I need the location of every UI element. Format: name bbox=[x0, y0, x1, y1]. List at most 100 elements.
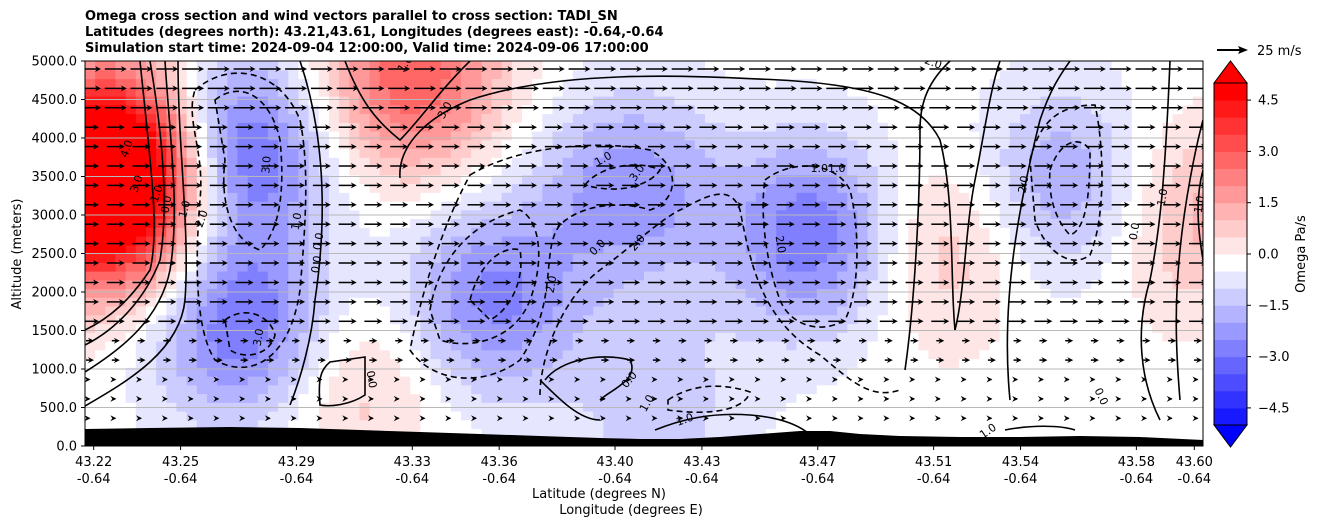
omega-cell bbox=[430, 87, 442, 97]
omega-cell bbox=[623, 104, 635, 115]
omega-cell bbox=[918, 69, 930, 80]
omega-cell bbox=[877, 323, 889, 333]
omega-cell bbox=[1182, 104, 1194, 115]
omega-cell bbox=[816, 209, 828, 220]
omega-cell bbox=[176, 78, 188, 88]
omega-cell bbox=[1020, 209, 1031, 220]
omega-cell bbox=[1050, 244, 1062, 255]
omega-cell bbox=[1131, 139, 1143, 150]
wind-vector-head bbox=[95, 104, 101, 111]
omega-cell bbox=[1152, 166, 1163, 176]
omega-cell bbox=[969, 78, 980, 88]
omega-cell bbox=[359, 139, 371, 150]
omega-cell bbox=[217, 166, 228, 176]
omega-cell bbox=[511, 174, 523, 185]
wind-vector-head bbox=[85, 396, 91, 402]
omega-cell bbox=[603, 323, 615, 333]
omega-cell bbox=[613, 122, 625, 132]
omega-cell bbox=[715, 183, 726, 193]
omega-cell bbox=[389, 271, 401, 281]
contour-line-negative bbox=[191, 72, 307, 369]
omega-cell bbox=[918, 332, 930, 342]
omega-cell bbox=[654, 323, 665, 333]
omega-cell bbox=[969, 271, 980, 281]
omega-cell bbox=[359, 69, 371, 80]
omega-cell bbox=[85, 341, 96, 351]
omega-cell bbox=[430, 78, 442, 88]
omega-cell bbox=[369, 236, 381, 246]
omega-cell bbox=[583, 148, 594, 158]
omega-cell bbox=[522, 113, 533, 123]
omega-cell bbox=[339, 218, 350, 228]
wind-vector-head bbox=[118, 279, 125, 286]
omega-cell bbox=[583, 271, 594, 281]
omega-cell bbox=[735, 332, 747, 342]
omega-cell bbox=[796, 262, 808, 272]
omega-cell bbox=[227, 104, 239, 115]
omega-cell bbox=[349, 148, 361, 158]
omega-cell bbox=[1081, 384, 1092, 395]
omega-cell bbox=[491, 148, 503, 158]
omega-cell bbox=[654, 376, 665, 386]
omega-cell bbox=[745, 183, 757, 193]
omega-cell bbox=[928, 341, 940, 351]
omega-cell bbox=[1050, 69, 1062, 80]
omega-cell bbox=[389, 148, 401, 158]
omega-cell bbox=[867, 393, 879, 403]
omega-cell bbox=[1172, 96, 1184, 106]
omega-cell bbox=[430, 166, 442, 176]
omega-cell bbox=[196, 69, 208, 80]
omega-cell bbox=[959, 69, 970, 80]
omega-cell bbox=[461, 69, 472, 80]
omega-cell bbox=[806, 323, 818, 333]
omega-cell bbox=[1030, 376, 1041, 386]
omega-cell bbox=[674, 288, 686, 298]
omega-cell bbox=[938, 244, 950, 255]
omega-cell bbox=[928, 96, 940, 106]
omega-cell bbox=[633, 376, 645, 386]
omega-cell bbox=[898, 297, 909, 307]
omega-cell bbox=[847, 376, 859, 386]
omega-cell bbox=[1020, 402, 1031, 412]
omega-cell bbox=[1050, 384, 1062, 395]
omega-cell bbox=[644, 271, 655, 281]
omega-cell bbox=[1121, 69, 1133, 80]
omega-cell bbox=[145, 367, 157, 377]
omega-cell bbox=[501, 419, 513, 430]
omega-cell bbox=[298, 87, 310, 97]
omega-cell bbox=[1091, 393, 1102, 403]
omega-cell bbox=[318, 113, 330, 123]
omega-cell bbox=[166, 174, 178, 185]
omega-cell bbox=[979, 192, 991, 202]
omega-cell bbox=[1091, 157, 1102, 167]
omega-cell bbox=[999, 253, 1011, 263]
omega-cell bbox=[552, 104, 564, 115]
omega-cell bbox=[328, 349, 340, 360]
omega-cell bbox=[145, 323, 157, 333]
omega-cell bbox=[928, 244, 940, 255]
omega-cell bbox=[85, 87, 96, 97]
omega-cell bbox=[765, 323, 777, 333]
omega-cell bbox=[816, 131, 828, 141]
omega-cell bbox=[1081, 428, 1092, 438]
omega-cell bbox=[1131, 104, 1143, 115]
omega-cell bbox=[684, 402, 696, 412]
omega-cell bbox=[369, 402, 381, 412]
omega-cell bbox=[755, 402, 767, 412]
omega-cell bbox=[430, 314, 442, 325]
omega-cell bbox=[1070, 384, 1082, 395]
omega-cell bbox=[1020, 96, 1031, 106]
omega-cell bbox=[308, 314, 320, 325]
omega-cell bbox=[684, 96, 696, 106]
omega-cell bbox=[654, 244, 665, 255]
omega-cell bbox=[298, 349, 310, 360]
omega-cell bbox=[755, 367, 767, 377]
omega-cell bbox=[572, 367, 584, 377]
omega-cell bbox=[715, 139, 726, 150]
omega-cell bbox=[1020, 157, 1031, 167]
omega-cell bbox=[471, 209, 482, 220]
omega-cell bbox=[877, 69, 889, 80]
omega-cell bbox=[887, 323, 899, 333]
omega-cell bbox=[115, 244, 127, 255]
omega-cell bbox=[85, 384, 96, 395]
